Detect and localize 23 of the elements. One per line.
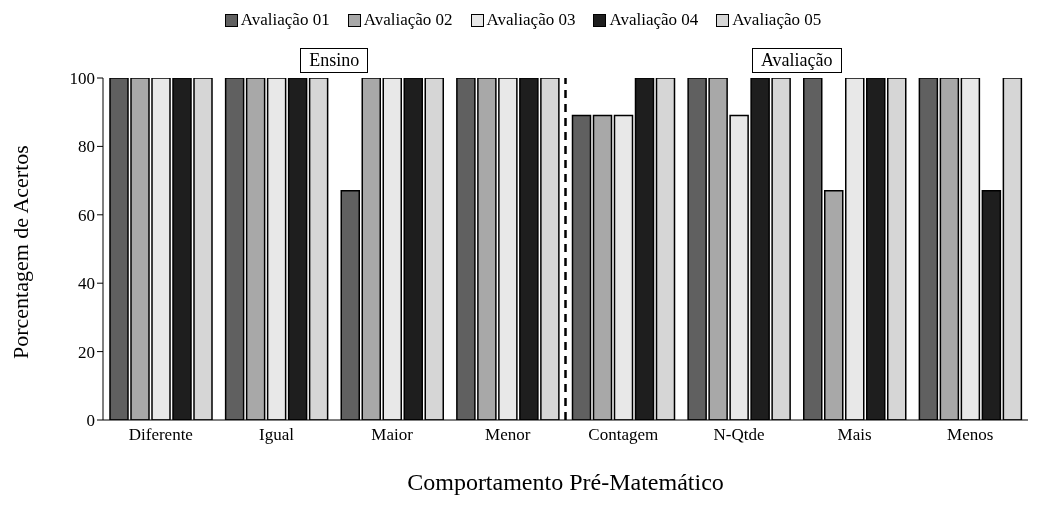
x-tick-label: Maior	[371, 425, 414, 445]
x-tick-label: Menor	[485, 425, 531, 445]
legend-label: Avaliação 02	[362, 10, 453, 30]
text: Ensino	[300, 48, 369, 73]
legend-label: Avaliação 01	[239, 10, 330, 30]
y-tick-label: 100	[69, 69, 95, 89]
x-tick-label: Contagem	[588, 425, 659, 445]
y-tick-label: 0	[86, 411, 95, 431]
y-tick-label: 80	[78, 137, 95, 157]
y-tick-label: 20	[78, 342, 95, 362]
x-tick-label: Igual	[258, 425, 295, 445]
x-tick-label: N-Qtde	[713, 425, 765, 445]
legend-label: Avaliação 05	[731, 10, 822, 30]
y-axis-title: Porcentagem de Acertos	[7, 145, 33, 359]
y-tick-label: 60	[78, 205, 95, 225]
legend-label: Avaliação 04	[608, 10, 699, 30]
x-tick-label: Mais	[837, 425, 872, 445]
x-tick-label: Diferente	[128, 425, 193, 445]
legend-label: Avaliação 03	[485, 10, 576, 30]
text: Avaliação	[751, 48, 842, 73]
x-axis-title: Comportamento Pré-Matemático	[407, 469, 724, 495]
y-tick-label: 40	[78, 274, 95, 294]
x-tick-label: Menos	[947, 425, 994, 445]
